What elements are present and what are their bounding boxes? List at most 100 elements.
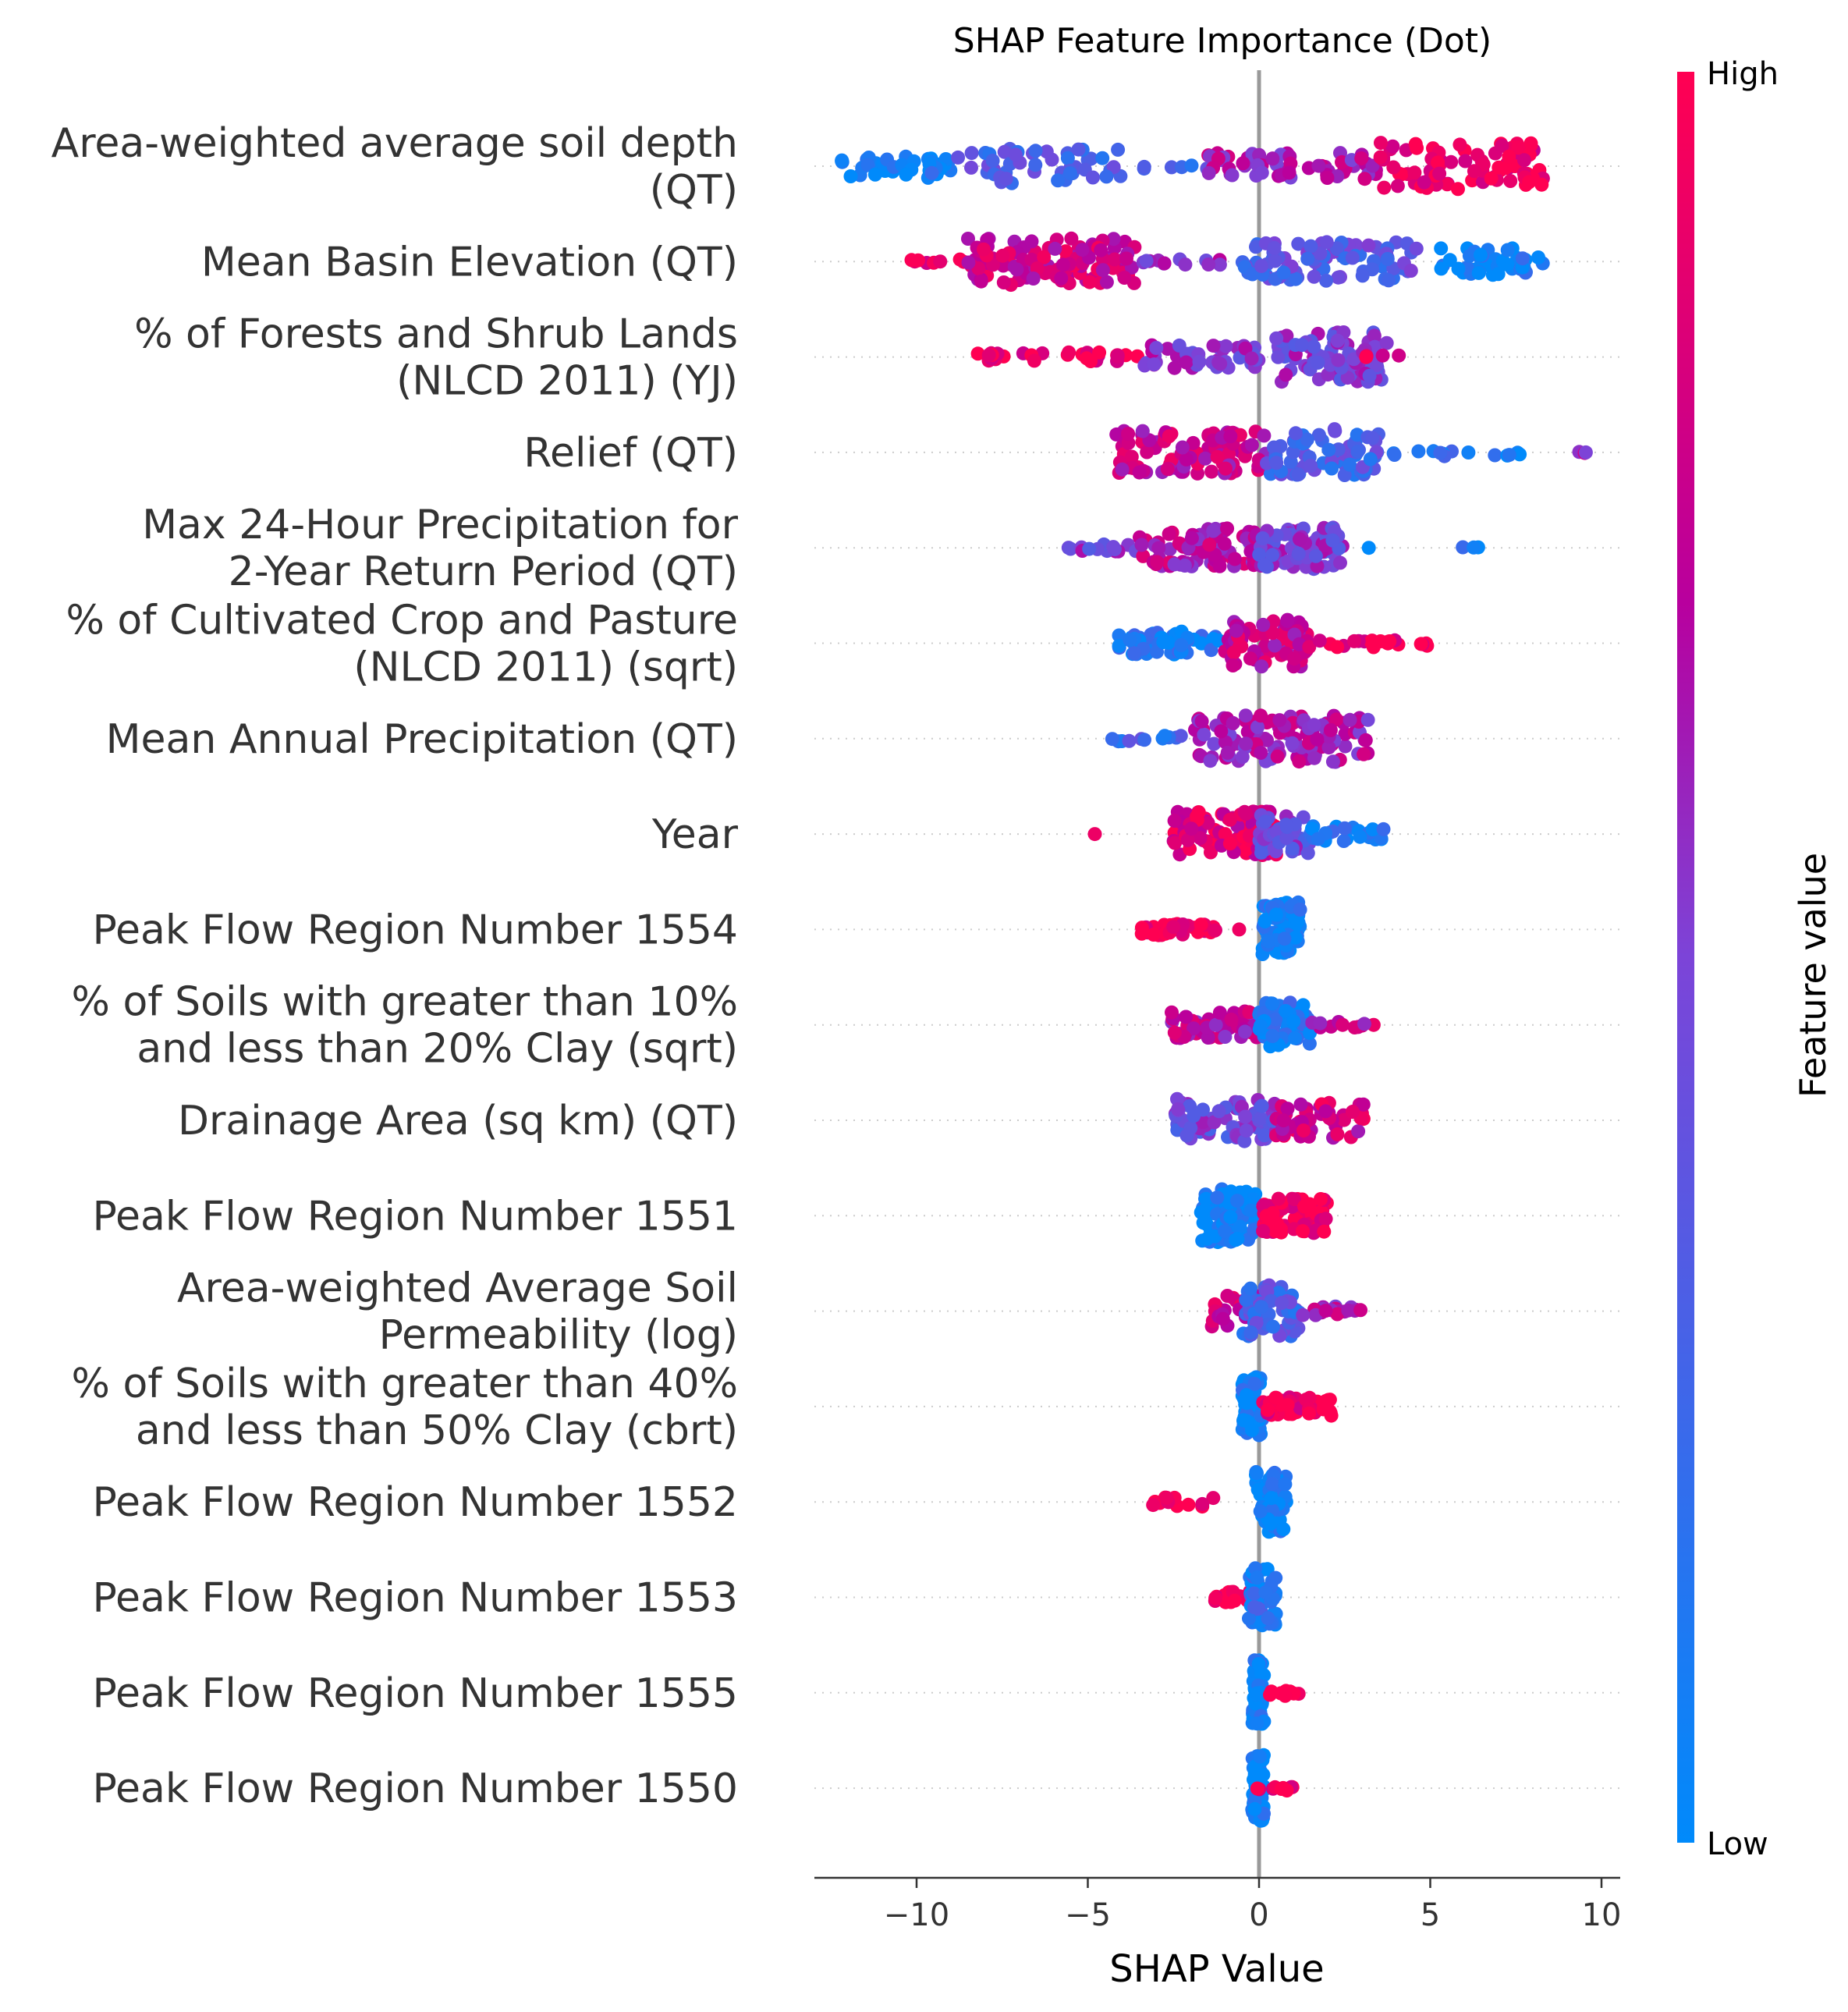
shap-point <box>1137 733 1151 747</box>
shap-point <box>1330 1127 1345 1141</box>
shap-point <box>1495 138 1509 153</box>
shap-point <box>1392 348 1406 363</box>
feature-label: Area-weighted Average Soil Permeability (… <box>177 1265 738 1359</box>
shap-point <box>1503 174 1518 188</box>
shap-point <box>1165 1005 1179 1020</box>
shap-point <box>1207 736 1222 751</box>
shap-point <box>1175 440 1190 455</box>
shap-point <box>1252 547 1267 562</box>
shap-point <box>1112 628 1126 643</box>
shap-point <box>1250 720 1265 734</box>
shap-point <box>1028 144 1043 158</box>
shap-point <box>1330 333 1345 348</box>
shap-point <box>1158 729 1172 743</box>
shap-point <box>1274 1222 1288 1237</box>
shap-point <box>1119 251 1133 266</box>
shap-point <box>1151 541 1166 555</box>
colorbar-title: Feature value <box>1792 853 1834 1098</box>
shap-point <box>1170 1091 1184 1106</box>
shap-point <box>961 255 976 270</box>
shap-point <box>1167 1025 1182 1040</box>
shap-point <box>1291 236 1306 251</box>
shap-point <box>1318 1104 1333 1119</box>
shap-point <box>1353 829 1367 844</box>
shap-point <box>1210 1191 1225 1205</box>
shap-point <box>1244 438 1259 452</box>
shap-point <box>1403 264 1418 278</box>
shap-point <box>1500 243 1515 257</box>
shap-point <box>1250 1570 1265 1585</box>
shap-point <box>1308 548 1323 563</box>
shap-point <box>1267 240 1282 255</box>
shap-point <box>1321 740 1336 755</box>
shap-point <box>1353 1303 1368 1318</box>
shap-point <box>1149 341 1164 355</box>
shap-point <box>1210 449 1225 464</box>
shap-point <box>1288 1031 1303 1045</box>
shap-point <box>933 254 948 269</box>
shap-point <box>1160 342 1175 357</box>
shap-point <box>1206 339 1221 353</box>
shap-point <box>1150 555 1165 570</box>
shap-point <box>1095 263 1110 278</box>
shap-point <box>1336 834 1351 848</box>
shap-point <box>1343 712 1357 727</box>
colorbar-high-label: High <box>1707 56 1779 92</box>
shap-dots <box>835 136 1593 1828</box>
shap-point <box>1413 637 1428 651</box>
shap-point <box>1275 1780 1290 1795</box>
shap-point <box>1179 1128 1194 1143</box>
shap-point <box>1316 1402 1331 1417</box>
shap-point <box>1292 754 1307 769</box>
shap-point <box>1099 169 1114 184</box>
feature-label-line: % of Forests and Shrub Lands <box>134 311 738 358</box>
shap-point <box>1122 733 1137 748</box>
feature-label-line: Area-weighted average soil depth <box>51 120 738 167</box>
shap-point <box>1347 633 1361 648</box>
shap-point <box>1407 165 1422 180</box>
shap-point <box>1265 1477 1280 1492</box>
shap-point <box>1340 371 1355 385</box>
shap-point <box>1304 239 1318 254</box>
shap-point <box>1218 1030 1233 1044</box>
shap-point <box>1239 807 1254 821</box>
shap-point <box>1211 1104 1226 1119</box>
shap-point <box>1198 451 1212 466</box>
shap-point <box>1434 241 1449 256</box>
feature-label-line: Peak Flow Region Number 1550 <box>92 1765 738 1812</box>
shap-point <box>1451 261 1466 276</box>
shap-point <box>1314 1192 1328 1206</box>
shap-point <box>1180 832 1195 847</box>
shap-point <box>1387 448 1402 462</box>
shap-point <box>1522 175 1537 190</box>
shap-point <box>1233 1219 1247 1234</box>
shap-point <box>1386 160 1401 175</box>
feature-label: Peak Flow Region Number 1552 <box>92 1479 738 1526</box>
shap-point <box>1261 1403 1275 1418</box>
shap-point <box>1186 1109 1201 1123</box>
shap-point <box>1358 733 1373 747</box>
shap-point <box>1502 149 1516 164</box>
shap-point <box>1247 1801 1262 1816</box>
shap-point <box>997 144 1012 159</box>
shap-point <box>1062 166 1077 181</box>
shap-point <box>1337 821 1352 836</box>
shap-point <box>1105 732 1119 747</box>
shap-point <box>1343 457 1357 472</box>
shap-point <box>1178 257 1193 272</box>
shap-point <box>1578 445 1593 460</box>
shap-point <box>1062 345 1077 360</box>
feature-label-line: Mean Basin Elevation (QT) <box>201 239 738 286</box>
shap-point <box>1434 261 1449 276</box>
x-axis-label: SHAP Value <box>1109 1947 1324 1991</box>
shap-point <box>1026 271 1041 286</box>
shap-point <box>1184 158 1199 173</box>
shap-point <box>1300 432 1314 447</box>
shap-point <box>1222 812 1237 827</box>
feature-label: % of Forests and Shrub Lands (NLCD 2011) … <box>134 311 738 405</box>
shap-point <box>1245 267 1260 282</box>
shap-point <box>1333 555 1347 570</box>
shap-point <box>1296 1224 1310 1239</box>
shap-point <box>1362 368 1377 383</box>
shap-point <box>1202 538 1217 552</box>
